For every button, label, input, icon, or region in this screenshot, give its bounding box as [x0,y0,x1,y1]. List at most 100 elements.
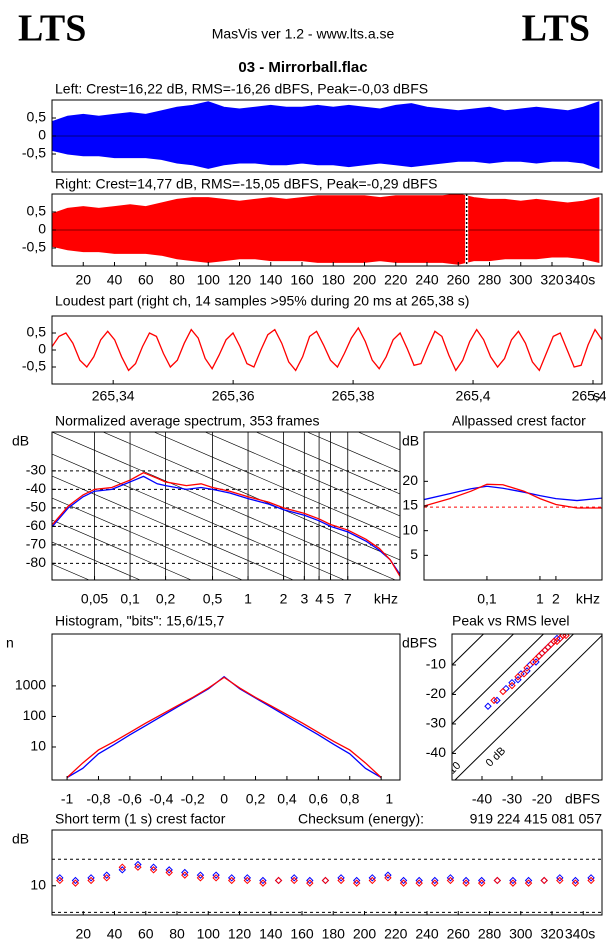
y-tick-label: -0,5 [22,239,46,255]
x-tick-label: 100 [197,272,221,288]
point [532,658,540,666]
point [368,874,377,882]
y-unit: dBFS [402,635,437,651]
x-tick-label: 40 [107,926,123,942]
y-tick-label: 0 [38,221,46,237]
point [477,879,486,887]
point [509,879,517,887]
y-tick-label: -30 [26,462,46,478]
x-tick-label: 0,1 [120,591,140,607]
panel-title: Histogram, "bits": 15,6/15,7 [55,613,225,629]
panel-title: Short term (1 s) crest factor [55,811,226,827]
x-tick-label: -0,6 [118,791,142,807]
point [56,874,64,882]
point [243,876,252,885]
x-tick-label: 180 [322,926,346,942]
x-tick-label: 1 [536,591,544,607]
x-tick-label: 5 [327,591,335,607]
y-unit: dB [402,433,419,449]
y-tick-label: 0,5 [27,109,47,125]
waveform-envelope [52,194,600,231]
point [446,876,455,885]
point [462,879,470,887]
point [71,876,80,885]
point [102,871,111,879]
point [87,874,95,882]
x-tick-label: 265,36 [212,388,255,404]
y-tick-label: 0 [38,341,46,357]
point [165,866,173,874]
y-tick-label: -40 [426,744,446,760]
x-unit: kHz [374,591,398,607]
point [484,702,492,710]
point [541,646,549,654]
x-tick-label: 20 [75,272,91,288]
data-line [52,471,400,577]
x-tick-label: 200 [353,272,377,288]
x-tick-label: 60 [138,926,154,942]
point [149,866,158,874]
point [399,876,408,885]
point [71,879,80,887]
point [290,874,298,882]
x-tick-label: 2 [280,591,288,607]
x-tick-label: 0,8 [340,791,360,807]
x-tick-label: 120 [228,926,252,942]
point [259,879,267,887]
panel: Histogram, "bits": 15,6/15,7100010010-1-… [6,613,401,807]
plot-frame [51,315,603,385]
checksum-label: Checksum (energy): [298,811,424,827]
x-tick-label: 20 [75,926,91,942]
slope-line [52,475,295,580]
point [306,876,314,885]
app-title: MasVis ver 1.2 - www.lts.a.se [212,26,395,42]
slope-line [52,497,243,580]
plot-area [52,194,602,266]
data-line [424,485,602,502]
y-tick-label: -10 [426,656,446,672]
x-tick-label: 80 [169,926,185,942]
plot-frame [51,431,401,581]
slope-line [52,519,192,580]
y-tick-label: -20 [426,685,446,701]
y-tick-label: 10 [402,521,418,537]
x-tick-label: 300 [509,926,533,942]
slope-line [52,630,400,780]
y-tick-label: 0,5 [27,203,47,219]
x-tick-label: 0,05 [81,591,108,607]
x-tick-label: 0,1 [477,591,497,607]
plot-frame [51,633,401,781]
x-tick-label: 340s [565,926,595,942]
panel-title: Allpassed crest factor [452,413,586,429]
slope-line [52,563,90,580]
plot-frame [51,99,603,173]
x-tick-label: -1 [61,791,74,807]
point [477,876,486,885]
point [368,876,377,885]
panel-title: Normalized average spectrum, 353 frames [55,413,320,429]
point [384,874,392,882]
point [493,876,502,885]
point [571,879,580,887]
point [415,876,423,885]
level-diagonal [452,634,545,725]
level-diagonal [452,634,575,754]
point [493,696,501,705]
x-tick-label: -0,2 [181,791,205,807]
y-tick-label: -40 [26,480,46,496]
y-unit: dB [12,831,29,847]
x-tick-label: 220 [384,926,408,942]
point [243,874,252,882]
point [550,637,558,646]
point [538,649,546,657]
slope-line [306,432,400,473]
slope-line [52,608,400,758]
x-tick-label: 2 [552,591,560,607]
point [556,874,564,882]
data-line [66,675,382,779]
point [149,863,158,871]
y-unit: dB [12,433,29,449]
data-line [66,676,382,779]
point [415,879,423,887]
